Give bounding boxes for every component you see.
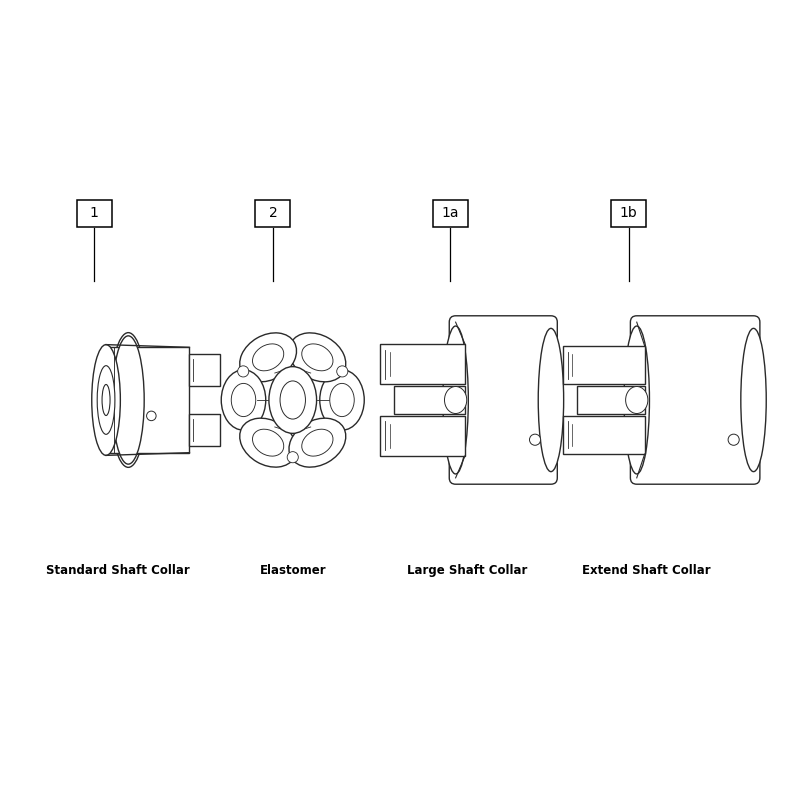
Ellipse shape xyxy=(231,383,256,417)
FancyBboxPatch shape xyxy=(255,200,290,227)
Ellipse shape xyxy=(240,333,297,382)
Ellipse shape xyxy=(302,344,333,371)
Text: Extend Shaft Collar: Extend Shaft Collar xyxy=(582,564,710,578)
Polygon shape xyxy=(394,386,465,414)
Ellipse shape xyxy=(302,429,333,456)
Ellipse shape xyxy=(253,429,284,456)
Circle shape xyxy=(238,366,249,377)
Ellipse shape xyxy=(269,366,317,434)
Text: 1: 1 xyxy=(90,206,98,220)
Polygon shape xyxy=(106,347,190,453)
Polygon shape xyxy=(190,354,220,386)
Ellipse shape xyxy=(443,326,468,474)
Ellipse shape xyxy=(320,370,364,430)
Ellipse shape xyxy=(289,418,346,467)
Polygon shape xyxy=(190,414,220,446)
Circle shape xyxy=(530,434,541,446)
Circle shape xyxy=(287,452,298,462)
Text: 2: 2 xyxy=(269,206,278,220)
Ellipse shape xyxy=(445,386,466,414)
Polygon shape xyxy=(380,344,465,384)
Polygon shape xyxy=(380,416,465,456)
Ellipse shape xyxy=(110,333,146,467)
Text: Standard Shaft Collar: Standard Shaft Collar xyxy=(46,564,190,578)
Ellipse shape xyxy=(240,418,297,467)
Ellipse shape xyxy=(113,336,144,464)
FancyBboxPatch shape xyxy=(450,316,558,484)
Text: Elastomer: Elastomer xyxy=(259,564,326,578)
FancyBboxPatch shape xyxy=(77,200,112,227)
Ellipse shape xyxy=(102,385,110,415)
Polygon shape xyxy=(563,416,645,454)
Ellipse shape xyxy=(253,344,284,371)
Circle shape xyxy=(728,434,739,446)
Ellipse shape xyxy=(624,326,650,474)
Ellipse shape xyxy=(289,333,346,382)
Ellipse shape xyxy=(92,345,120,455)
Text: Large Shaft Collar: Large Shaft Collar xyxy=(407,564,528,578)
Polygon shape xyxy=(577,386,645,414)
FancyBboxPatch shape xyxy=(611,200,646,227)
Polygon shape xyxy=(563,346,645,384)
Ellipse shape xyxy=(330,383,354,417)
Ellipse shape xyxy=(222,370,266,430)
Circle shape xyxy=(146,411,156,421)
Ellipse shape xyxy=(741,328,766,472)
Ellipse shape xyxy=(280,381,306,419)
FancyBboxPatch shape xyxy=(433,200,467,227)
Text: 1b: 1b xyxy=(620,206,638,220)
Ellipse shape xyxy=(97,366,115,434)
FancyBboxPatch shape xyxy=(630,316,760,484)
Ellipse shape xyxy=(538,328,564,472)
Circle shape xyxy=(337,366,348,377)
Ellipse shape xyxy=(626,386,648,414)
Text: 1a: 1a xyxy=(442,206,459,220)
